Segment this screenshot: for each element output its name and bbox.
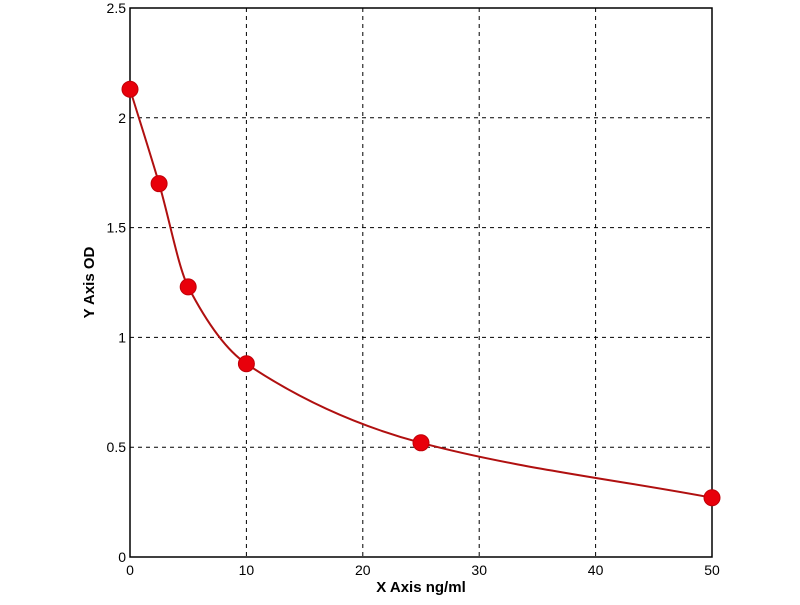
x-tick-label: 0 — [126, 562, 134, 578]
data-point — [237, 355, 255, 373]
data-point — [121, 80, 139, 98]
data-point — [412, 434, 430, 452]
axis-ticks: 0 10 20 30 40 50 0 0.5 1 1.5 2 2.5 — [107, 0, 720, 578]
x-tick-label: 20 — [355, 562, 371, 578]
data-point — [703, 489, 721, 507]
x-tick-label: 10 — [239, 562, 255, 578]
data-point — [179, 278, 197, 296]
x-axis-title: X Axis ng/ml — [376, 579, 465, 596]
x-tick-label: 50 — [704, 562, 720, 578]
data-point — [150, 175, 168, 193]
data-points — [121, 80, 721, 507]
y-axis-title: Y Axis OD — [81, 246, 98, 318]
y-tick-label: 1.5 — [107, 220, 127, 236]
y-tick-label: 2 — [118, 110, 126, 126]
y-tick-label: 0 — [118, 549, 126, 565]
y-tick-label: 2.5 — [107, 0, 127, 16]
grid — [130, 8, 712, 557]
y-tick-label: 0.5 — [107, 439, 127, 455]
x-tick-label: 30 — [471, 562, 487, 578]
plot-frame — [129, 7, 713, 558]
x-tick-label: 40 — [588, 562, 604, 578]
y-tick-label: 1 — [118, 329, 126, 345]
